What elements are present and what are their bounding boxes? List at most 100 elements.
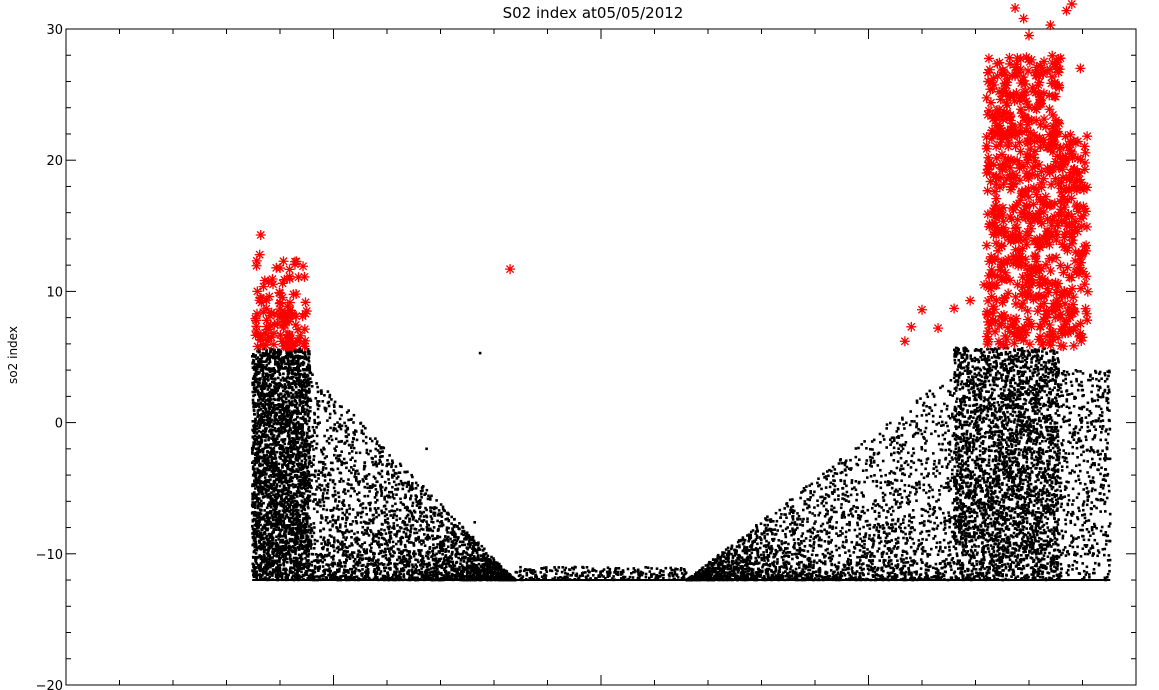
data-point xyxy=(364,426,367,430)
data-point xyxy=(268,462,271,465)
data-point xyxy=(358,561,362,564)
data-point xyxy=(279,518,283,522)
data-point xyxy=(263,526,266,530)
data-point xyxy=(393,572,396,575)
data-point xyxy=(277,365,280,369)
data-point xyxy=(264,429,268,433)
data-point xyxy=(279,522,282,526)
data-point xyxy=(375,564,378,567)
data-point xyxy=(281,525,284,528)
data-point xyxy=(352,560,356,563)
data-point xyxy=(298,522,301,526)
data-point xyxy=(333,482,337,486)
data-point xyxy=(258,381,261,384)
data-point xyxy=(282,416,285,419)
data-point xyxy=(282,492,286,495)
data-point xyxy=(302,375,305,378)
data-point xyxy=(315,442,319,446)
data-point xyxy=(287,552,291,555)
data-point xyxy=(306,522,309,526)
data-point xyxy=(431,570,435,573)
data-point xyxy=(270,491,273,494)
data-point xyxy=(291,413,294,416)
data-point xyxy=(333,520,337,523)
data-point xyxy=(286,502,290,506)
data-point xyxy=(300,464,304,468)
data-point xyxy=(392,522,396,525)
data-point xyxy=(284,366,287,369)
data-point xyxy=(465,561,469,564)
data-point xyxy=(296,426,299,429)
data-point xyxy=(409,494,413,498)
data-point xyxy=(392,545,395,548)
data-point xyxy=(294,410,297,414)
data-point xyxy=(374,501,377,504)
data-point xyxy=(384,507,388,511)
data-point xyxy=(266,485,269,489)
data-point xyxy=(345,508,349,512)
data-point xyxy=(385,576,389,579)
data-point xyxy=(461,529,464,533)
data-point xyxy=(301,406,304,409)
data-point xyxy=(298,525,301,529)
data-point xyxy=(290,354,294,357)
data-point xyxy=(280,539,284,542)
data-point xyxy=(334,437,338,441)
data-point xyxy=(255,530,259,533)
data-point xyxy=(262,406,266,410)
data-point xyxy=(398,508,402,512)
data-point xyxy=(360,429,364,432)
data-point xyxy=(355,520,358,523)
data-point xyxy=(325,455,328,458)
data-point xyxy=(254,484,257,487)
data-point xyxy=(281,376,285,380)
data-point xyxy=(260,544,263,547)
data-point xyxy=(499,571,503,575)
data-point xyxy=(266,451,269,454)
y-tick-label: 0 xyxy=(55,417,63,432)
data-point xyxy=(261,410,265,413)
data-point xyxy=(307,482,311,485)
data-point xyxy=(274,439,277,442)
data-point xyxy=(263,523,266,527)
data-point xyxy=(302,512,306,515)
data-point xyxy=(279,469,282,472)
data-point xyxy=(352,446,356,450)
data-point xyxy=(267,563,270,566)
data-point xyxy=(414,528,418,531)
data-point xyxy=(465,537,468,541)
data-point xyxy=(256,415,259,419)
data-point xyxy=(447,540,450,543)
data-point xyxy=(411,515,415,518)
data-point xyxy=(318,498,321,502)
data-point xyxy=(276,437,279,440)
data-point xyxy=(401,487,405,491)
data-point xyxy=(446,545,450,548)
data-point xyxy=(299,432,303,435)
data-point xyxy=(497,570,500,574)
data-point xyxy=(433,574,436,577)
data-point xyxy=(376,542,379,545)
data-point xyxy=(268,417,272,420)
data-point xyxy=(283,429,287,432)
data-point xyxy=(280,448,284,451)
data-point xyxy=(462,533,465,537)
data-point xyxy=(360,531,364,534)
data-point xyxy=(267,554,270,558)
data-point xyxy=(298,385,302,388)
data-point xyxy=(457,556,460,560)
data-point xyxy=(256,370,259,374)
data-point xyxy=(271,552,274,555)
data-point xyxy=(277,466,280,470)
data-point xyxy=(287,447,290,450)
data-point xyxy=(254,541,258,544)
data-point xyxy=(293,575,297,579)
data-point xyxy=(288,506,291,509)
data-point xyxy=(264,565,267,569)
data-point xyxy=(302,563,305,566)
data-point xyxy=(301,426,304,429)
data-point xyxy=(277,551,280,554)
data-point xyxy=(302,492,306,495)
data-point xyxy=(283,557,286,561)
data-point xyxy=(478,567,481,570)
